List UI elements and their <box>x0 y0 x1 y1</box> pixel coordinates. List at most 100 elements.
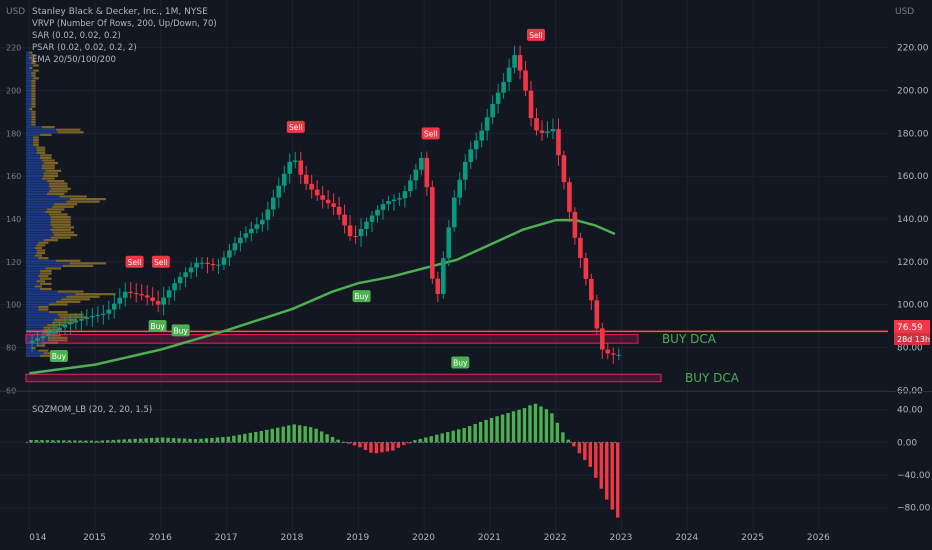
candle-body[interactable] <box>430 187 435 279</box>
candle-body[interactable] <box>221 257 227 265</box>
candle-body[interactable] <box>523 70 528 91</box>
candle-body[interactable] <box>155 301 161 305</box>
sell-signal[interactable] <box>151 255 170 268</box>
buy-dca-zone[interactable] <box>25 334 639 344</box>
candle-body[interactable] <box>539 130 545 133</box>
candle-body[interactable] <box>462 161 468 180</box>
candle-body[interactable] <box>435 278 441 294</box>
candle-body[interactable] <box>325 199 331 204</box>
candle-body[interactable] <box>172 283 177 291</box>
sell-signal[interactable] <box>125 255 144 268</box>
candle-body[interactable] <box>249 228 254 234</box>
candle-body[interactable] <box>46 333 51 337</box>
candle-body[interactable] <box>314 189 320 196</box>
candle-body[interactable] <box>238 237 243 244</box>
candle-body[interactable] <box>578 237 583 259</box>
candle-body[interactable] <box>166 290 172 298</box>
candle-body[interactable] <box>57 327 62 331</box>
candle-body[interactable] <box>506 67 512 82</box>
candle-body[interactable] <box>243 233 249 238</box>
candle-body[interactable] <box>572 211 578 238</box>
candle-body[interactable] <box>106 309 112 314</box>
buy-signal[interactable] <box>148 320 167 333</box>
candle-body[interactable] <box>451 197 457 228</box>
candle-body[interactable] <box>320 195 325 200</box>
oscillator-title[interactable]: SQZMOM_LB (20, 2, 20, 1.5) <box>32 405 152 415</box>
candle-body[interactable] <box>583 258 589 279</box>
indicator-sar[interactable]: SAR (0.02, 0.02, 0.2) <box>32 31 121 41</box>
candle-body[interactable] <box>161 297 166 305</box>
candle-body[interactable] <box>150 297 155 302</box>
candle-body[interactable] <box>73 320 79 323</box>
indicator-vrvp[interactable]: VRVP (Number Of Rows, 200, Up/Down, 70) <box>32 19 217 29</box>
candle-body[interactable] <box>111 303 117 310</box>
candle-body[interactable] <box>484 117 490 131</box>
candle-body[interactable] <box>210 263 216 266</box>
candle-body[interactable] <box>479 130 484 141</box>
candle-body[interactable] <box>336 206 342 215</box>
candle-body[interactable] <box>51 330 57 334</box>
candle-body[interactable] <box>446 227 452 259</box>
candle-body[interactable] <box>512 55 517 68</box>
candle-body[interactable] <box>501 81 506 93</box>
candle-body[interactable] <box>260 219 265 225</box>
candle-body[interactable] <box>303 174 309 184</box>
candle-body[interactable] <box>177 277 183 284</box>
candle-body[interactable] <box>528 90 534 119</box>
candle-body[interactable] <box>101 313 106 315</box>
candle-body[interactable] <box>227 250 232 258</box>
candle-body[interactable] <box>287 161 293 174</box>
candle-body[interactable] <box>133 292 139 295</box>
candle-body[interactable] <box>265 209 271 220</box>
candle-body[interactable] <box>95 314 101 317</box>
candle-body[interactable] <box>347 225 353 237</box>
candle-body[interactable] <box>402 191 408 199</box>
candle-body[interactable] <box>139 294 145 296</box>
candle-body[interactable] <box>386 201 391 205</box>
candle-body[interactable] <box>342 214 347 226</box>
sell-signal[interactable] <box>526 28 545 41</box>
candle-body[interactable] <box>473 140 479 150</box>
candle-body[interactable] <box>358 228 364 237</box>
candle-body[interactable] <box>205 262 210 264</box>
candle-body[interactable] <box>254 224 260 229</box>
candle-body[interactable] <box>408 180 413 192</box>
candle-body[interactable] <box>550 129 556 132</box>
candle-body[interactable] <box>413 169 419 181</box>
candle-body[interactable] <box>495 92 501 104</box>
candle-body[interactable] <box>380 204 386 210</box>
sell-signal[interactable] <box>286 120 305 133</box>
candle-body[interactable] <box>128 291 134 293</box>
candle-body[interactable] <box>216 264 221 266</box>
candle-body[interactable] <box>457 179 463 198</box>
candle-body[interactable] <box>440 258 446 294</box>
candle-body[interactable] <box>271 197 276 210</box>
candle-body[interactable] <box>62 324 68 328</box>
candle-body[interactable] <box>419 157 424 170</box>
buy-signal[interactable] <box>352 290 371 303</box>
candle-body[interactable] <box>144 295 150 298</box>
candle-body[interactable] <box>561 155 567 183</box>
buy-signal[interactable] <box>49 350 68 363</box>
indicator-psar[interactable]: PSAR (0.02, 0.02, 0.2, 2) <box>32 43 137 53</box>
candle-body[interactable] <box>424 157 430 188</box>
candle-body[interactable] <box>232 243 238 251</box>
candle-body[interactable] <box>276 185 282 198</box>
candle-body[interactable] <box>369 215 375 222</box>
sell-signal[interactable] <box>421 127 440 140</box>
candle-body[interactable] <box>331 203 336 207</box>
indicator-ema[interactable]: EMA 20/50/100/200 <box>32 55 116 65</box>
candle-body[interactable] <box>29 340 35 344</box>
candle-body[interactable] <box>90 316 95 318</box>
candle-body[interactable] <box>292 160 298 162</box>
buy-signal[interactable] <box>171 324 190 337</box>
candle-body[interactable] <box>534 118 539 131</box>
candle-body[interactable] <box>600 328 605 350</box>
candle-body[interactable] <box>391 199 397 202</box>
candle-body[interactable] <box>589 278 594 301</box>
candle-body[interactable] <box>68 322 73 325</box>
candle-body[interactable] <box>188 267 194 273</box>
candle-body[interactable] <box>122 291 128 298</box>
buy-dca-zone[interactable] <box>25 373 662 383</box>
candle-body[interactable] <box>84 317 90 319</box>
